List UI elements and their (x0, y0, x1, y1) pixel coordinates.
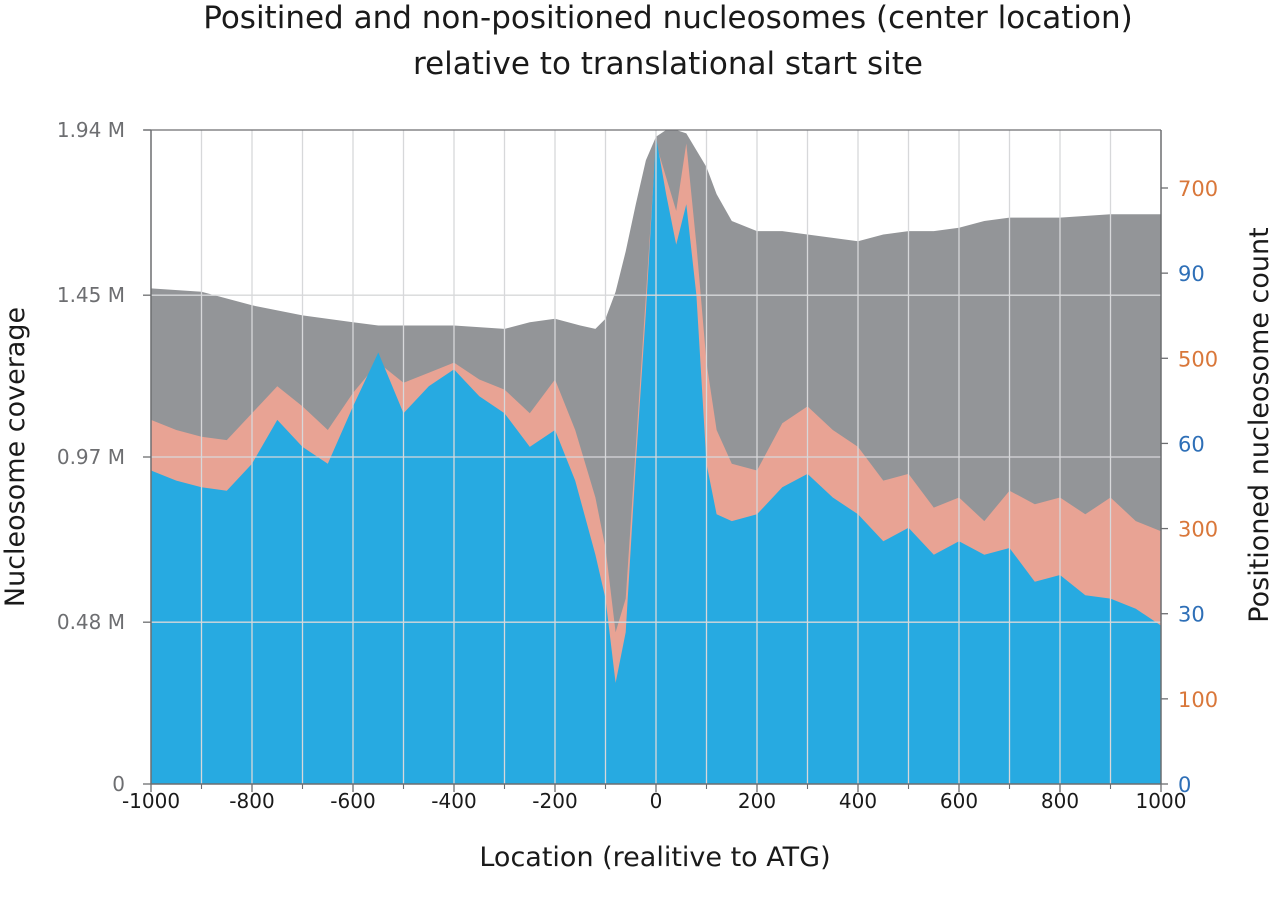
chart-title-line-1: Positined and non-positioned nucleosomes… (203, 0, 1133, 36)
chart-title-line-2: relative to translational start site (413, 46, 923, 82)
x-tick-label: 800 (1041, 789, 1079, 813)
x-tick-label: -1000 (122, 789, 180, 813)
x-axis-title: Location (realitive to ATG) (479, 842, 830, 873)
right-tick-label: 300 (1178, 518, 1218, 542)
left-tick-label: 1.45 M (57, 283, 125, 307)
right-tick-label: 700 (1178, 177, 1218, 201)
right-tick-label: 60 (1178, 432, 1205, 456)
right-tick-label: 0 (1178, 773, 1191, 797)
left-tick-label: 0 (112, 772, 125, 796)
left-axis-ticks: 0 0.48 M 0.97 M 1.45 M 1.94 M (57, 118, 151, 796)
right-tick-label: 500 (1178, 347, 1218, 371)
x-tick-label: 400 (839, 789, 877, 813)
x-tick-label: 600 (940, 789, 978, 813)
right-axis-title: Positioned nucleosome count (1244, 227, 1275, 622)
left-tick-label: 1.94 M (57, 118, 125, 142)
right-axis-ticks: 0 100 30 300 60 500 90 700 (1161, 177, 1218, 797)
left-axis-title: Nucleosome coverage (0, 307, 31, 607)
left-tick-label: 0.48 M (57, 610, 125, 634)
left-tick-label: 0.97 M (57, 445, 125, 469)
right-tick-label: 30 (1178, 603, 1205, 627)
x-axis-ticks: -1000 -800 -600 -400 -200 0 200 400 600 800 1000 (122, 784, 1187, 813)
x-tick-label: -400 (431, 789, 476, 813)
gridlines (151, 130, 1161, 784)
x-tick-label: -600 (330, 789, 375, 813)
right-tick-label: 90 (1178, 262, 1205, 286)
x-tick-label: 1000 (1136, 789, 1187, 813)
x-tick-label: 200 (738, 789, 776, 813)
x-tick-label: 0 (650, 789, 663, 813)
x-tick-label: -800 (229, 789, 274, 813)
plot-frame (144, 129, 1162, 785)
x-tick-label: -200 (532, 789, 577, 813)
right-tick-label: 100 (1178, 688, 1218, 712)
